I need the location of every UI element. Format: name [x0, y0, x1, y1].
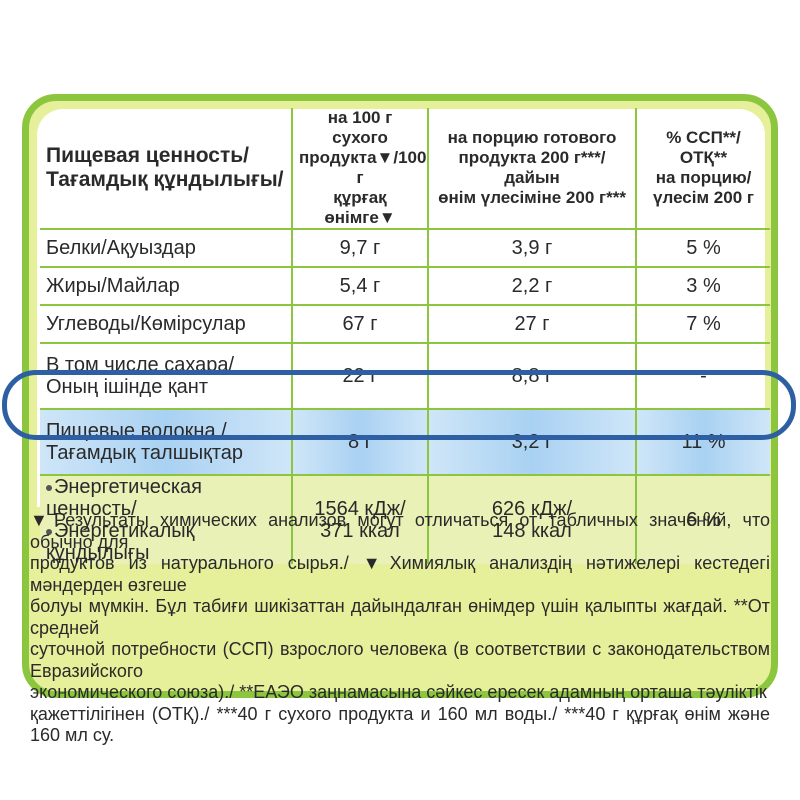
value-per-portion: 3,2 г: [428, 409, 637, 476]
header-col4-line3: үлесім 200 г: [653, 188, 754, 207]
value-per-100g: 9,7 г: [292, 229, 429, 268]
header-col1-line2: Тағамдық құндылығы/: [46, 168, 284, 191]
nutrient-name-line2: Энергетикалық құндылығы: [46, 520, 285, 564]
header-col4-line2: на порцию/: [655, 168, 752, 187]
footnote-line: экономического союза)./ **ЕАЭО заңнамасы…: [30, 682, 767, 702]
value-per-100g: 67 г: [292, 305, 429, 344]
energy-label-ru: Энергетическая ценность/: [46, 476, 202, 520]
footnote-line: қажеттілігінен (ОТҚ)./ ***40 г сухого пр…: [30, 703, 770, 746]
nutrient-name: В том числе сахара/ Оның ішінде қант: [40, 343, 293, 410]
value-percent: -: [636, 343, 770, 410]
nutrient-name-line2: Оның ішінде қант: [46, 376, 208, 398]
value-per-portion: 3,9 г: [428, 229, 637, 268]
value-percent: 6 %: [636, 475, 770, 564]
nutrient-name: Углеводы/Көмірсулар: [40, 305, 293, 344]
table-row-protein: Белки/Ақуыздар 9,7 г 3,9 г 5 %: [40, 229, 770, 268]
header-per-100g: на 100 г сухого продукта▼/100 г құрғақ ө…: [292, 108, 429, 230]
bullet-dot-icon: [46, 528, 52, 535]
footnote-line: суточной потребности (ССП) взрослого чел…: [30, 639, 770, 681]
nutrient-name-line1: Пищевые волокна /: [46, 420, 227, 442]
energy-kj-per-100g: 1564 кДж/: [314, 498, 406, 520]
footnote-line: продуктов из натурального сырья./ ▼Химия…: [30, 553, 770, 595]
header-nutrition-value: Пищевая ценность/ Тағамдық құндылығы/: [40, 108, 293, 230]
table-row-carbohydrates: Углеводы/Көмірсулар 67 г 27 г 7 %: [40, 305, 770, 344]
value-per-100g: 22 г: [292, 343, 429, 410]
nutrient-name: Белки/Ақуыздар: [40, 229, 293, 268]
value-percent: 5 %: [636, 229, 770, 268]
energy-kcal-per-100g: 371 ккал: [320, 520, 400, 542]
nutrient-name-line2: Тағамдық талшықтар: [46, 442, 244, 464]
nutrient-name: Пищевые волокна / Тағамдық талшықтар: [40, 409, 293, 476]
header-col1-line1: Пищевая ценность/: [46, 144, 250, 167]
table-row-energy: Энергетическая ценность/ Энергетикалық қ…: [40, 475, 770, 564]
value-per-portion: 27 г: [428, 305, 637, 344]
value-per-portion: 2,2 г: [428, 267, 637, 306]
table-row-fiber-highlighted: Пищевые волокна / Тағамдық талшықтар 8 г…: [40, 409, 770, 476]
nutrition-table: Пищевая ценность/ Тағамдық құндылығы/ на…: [40, 108, 770, 564]
header-col4-line1: % ССП**/ОТҚ**: [666, 128, 741, 167]
table-header-row: Пищевая ценность/ Тағамдық құндылығы/ на…: [40, 108, 770, 230]
nutrient-name-line1: В том числе сахара/: [46, 354, 235, 376]
value-percent: 7 %: [636, 305, 770, 344]
nutrient-name-line1: Энергетическая ценность/: [46, 476, 285, 520]
header-col2-line1: на 100 г сухого: [327, 108, 393, 147]
header-col3-line3: өнім үлесіміне 200 г***: [438, 188, 626, 207]
value-percent: 11 %: [636, 409, 770, 476]
nutrient-name: Энергетическая ценность/ Энергетикалық қ…: [40, 475, 293, 564]
header-col3-line2: продукта 200 г***/дайын: [458, 148, 606, 187]
header-col3-line1: на порцию готового: [447, 128, 617, 147]
energy-kcal-per-portion: 148 ккал: [492, 520, 572, 542]
header-col2-line3: құрғақ өнімге▼: [324, 188, 396, 227]
table-row-sugars: В том числе сахара/ Оның ішінде қант 22 …: [40, 343, 770, 410]
footnote-line: болуы мүмкін. Бұл табиғи шикізаттан дайы…: [30, 596, 770, 638]
value-per-100g: 8 г: [292, 409, 429, 476]
header-col2-line2: продукта▼/100 г: [299, 148, 427, 187]
footnote-text: ▼Результаты химических анализов могут от…: [30, 510, 770, 747]
value-per-100g: 5,4 г: [292, 267, 429, 306]
footnote-line: ▼Результаты химических анализов могут от…: [30, 510, 770, 552]
nutrient-name: Жиры/Майлар: [40, 267, 293, 306]
bullet-dot-icon: [46, 484, 52, 491]
table-row-fat: Жиры/Майлар 5,4 г 2,2 г 3 %: [40, 267, 770, 306]
header-per-portion: на порцию готового продукта 200 г***/дай…: [428, 108, 637, 230]
value-per-portion: 8,8 г: [428, 343, 637, 410]
header-daily-percent: % ССП**/ОТҚ** на порцию/ үлесім 200 г: [636, 108, 770, 230]
value-percent: 3 %: [636, 267, 770, 306]
value-per-portion: 626 кДж/ 148 ккал: [428, 475, 637, 564]
energy-kj-per-portion: 626 кДж/: [491, 498, 573, 520]
value-per-100g: 1564 кДж/ 371 ккал: [292, 475, 429, 564]
energy-label-kz: Энергетикалық құндылығы: [46, 520, 195, 564]
